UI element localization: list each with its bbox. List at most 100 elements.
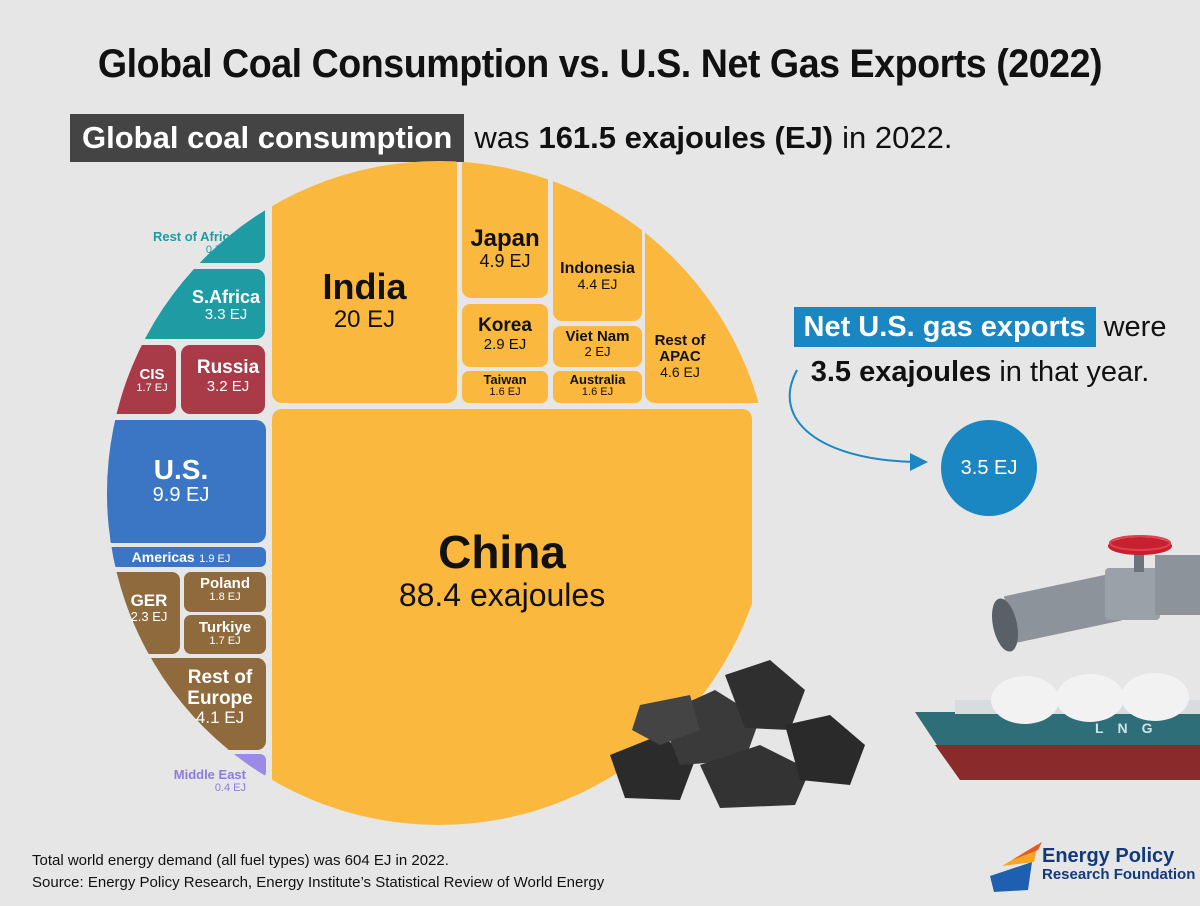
footer-line-1: Total world energy demand (all fuel type… — [32, 852, 449, 869]
label-china: China 88.4 exajoules — [372, 526, 632, 613]
label-ger: GER 2.3 EJ — [118, 591, 180, 625]
label-rest-africa-value: 0.7 EJ — [205, 244, 237, 257]
label-rest-apac-value: 4.6 EJ — [660, 364, 700, 381]
tile-china — [272, 409, 752, 825]
label-india: India 20 EJ — [272, 266, 457, 333]
tile-russia — [181, 345, 265, 414]
label-americas: Americas 1.9 EJ — [96, 549, 266, 566]
logo-line-1: Energy Policy — [1042, 845, 1175, 867]
gas-circle-label: 3.5 EJ — [960, 456, 1018, 479]
label-poland: Poland 1.8 EJ — [184, 575, 266, 604]
subtitle-text-2: in 2022. — [842, 120, 953, 155]
lng-ship-illustration: LNG — [915, 673, 1200, 780]
subtitle-highlight: Global coal consumption — [70, 114, 465, 162]
label-safrica: S.Africa 3.3 EJ — [180, 287, 272, 324]
label-rest-europe-name-1: Rest of — [187, 667, 253, 688]
label-americas-name: Americas — [131, 549, 195, 565]
label-turkiye-value: 1.7 EJ — [209, 635, 241, 648]
label-japan: Japan 4.9 EJ — [462, 226, 548, 271]
coal-illustration — [610, 660, 865, 808]
svg-text:LNG: LNG — [1095, 720, 1167, 736]
label-ger-value: 2.3 EJ — [130, 609, 168, 625]
label-rest-europe: Rest of Europe 4.1 EJ — [170, 667, 270, 728]
label-us-value: 9.9 EJ — [152, 484, 210, 507]
label-rest-europe-value: 4.1 EJ — [195, 708, 245, 728]
label-cis: CIS 1.7 EJ — [128, 366, 176, 395]
label-taiwan-value: 1.6 EJ — [489, 386, 521, 399]
label-middle-east: Middle East 0.4 EJ — [140, 767, 246, 795]
label-us: U.S. 9.9 EJ — [96, 454, 266, 507]
label-indonesia-name: Indonesia — [560, 260, 635, 277]
label-indonesia: Indonesia 4.4 EJ — [553, 260, 642, 292]
label-poland-value: 1.8 EJ — [209, 591, 241, 604]
label-safrica-value: 3.3 EJ — [204, 306, 248, 324]
label-turkiye-name: Turkiye — [198, 619, 252, 636]
label-taiwan: Taiwan 1.6 EJ — [462, 372, 548, 399]
gas-arrow-head — [910, 453, 928, 471]
label-middle-east-value: 0.4 EJ — [214, 782, 246, 795]
label-vietnam-name: Viet Nam — [565, 328, 630, 345]
subtitle-text-1: was — [474, 120, 530, 155]
gas-text-2: in that year. — [999, 355, 1150, 388]
label-vietnam: Viet Nam 2 EJ — [553, 328, 642, 360]
label-japan-value: 4.9 EJ — [479, 250, 531, 271]
logo-line-2: Research Foundation — [1042, 866, 1196, 883]
label-japan-name: Japan — [470, 225, 540, 252]
logo-text: Energy Policy Research Foundation — [1042, 846, 1195, 883]
label-taiwan-name: Taiwan — [483, 372, 527, 387]
gas-text-1: were — [1103, 311, 1167, 343]
label-us-name: U.S. — [153, 454, 209, 485]
tile-poland — [184, 572, 266, 612]
label-poland-name: Poland — [199, 575, 250, 592]
label-china-name: China — [438, 526, 566, 578]
pipe-illustration — [991, 535, 1200, 652]
label-india-name: India — [322, 266, 407, 307]
label-rest-apac: Rest of APAC 4.6 EJ — [645, 332, 715, 381]
label-australia: Australia 1.6 EJ — [553, 372, 642, 399]
tile-indonesia — [553, 161, 642, 321]
gas-circle: 3.5 EJ — [941, 420, 1037, 516]
label-rest-europe-name-2: Europe — [187, 687, 253, 709]
subtitle-bold-value: 161.5 exajoules (EJ) — [538, 120, 834, 155]
label-india-value: 20 EJ — [333, 305, 396, 333]
label-korea: Korea 2.9 EJ — [462, 315, 548, 353]
label-rest-africa: Rest of Africa 0.7 EJ — [120, 229, 237, 257]
gas-bold-value: 3.5 exajoules — [810, 355, 992, 388]
label-korea-name: Korea — [478, 315, 532, 336]
logo-icon — [990, 842, 1042, 892]
label-australia-name: Australia — [569, 372, 626, 387]
label-turkiye: Turkiye 1.7 EJ — [184, 619, 266, 648]
label-rest-apac-name-2: APAC — [659, 348, 701, 366]
chart-title: Global Coal Consumption vs. U.S. Net Gas… — [97, 42, 1103, 86]
subtitle: Global coal consumption was 161.5 exajou… — [70, 112, 952, 164]
tile-india — [272, 161, 457, 403]
label-china-value: 88.4 exajoules — [398, 576, 606, 613]
label-safrica-name: S.Africa — [191, 287, 261, 307]
label-russia-name: Russia — [196, 357, 260, 378]
tile-vietnam — [553, 326, 642, 367]
label-ger-name: GER — [130, 591, 168, 610]
label-cis-name: CIS — [139, 366, 165, 383]
label-americas-value: 1.9 EJ — [199, 553, 231, 565]
tile-americas — [107, 547, 266, 567]
footer-line-2: Source: Energy Policy Research, Energy I… — [32, 873, 605, 891]
gas-text: Net U.S. gas exports were 3.5 exajoules … — [770, 305, 1190, 395]
gas-arrow — [788, 369, 916, 463]
tile-taiwan — [462, 371, 548, 403]
label-korea-value: 2.9 EJ — [483, 335, 527, 353]
label-middle-east-name: Middle East — [173, 767, 246, 782]
label-russia: Russia 3.2 EJ — [181, 357, 275, 395]
label-vietnam-value: 2 EJ — [584, 344, 611, 360]
gas-highlight: Net U.S. gas exports — [793, 307, 1096, 347]
footer: Total world energy demand (all fuel type… — [32, 850, 604, 894]
label-rest-africa-name: Rest of Africa — [152, 229, 237, 244]
label-indonesia-value: 4.4 EJ — [577, 276, 618, 293]
label-rest-apac-name-1: Rest of — [654, 332, 706, 349]
tile-korea — [462, 304, 548, 367]
tile-us — [107, 420, 266, 543]
tile-japan — [462, 161, 548, 298]
tile-australia — [553, 371, 642, 403]
label-cis-value: 1.7 EJ — [136, 382, 168, 395]
label-australia-value: 1.6 EJ — [581, 386, 614, 399]
